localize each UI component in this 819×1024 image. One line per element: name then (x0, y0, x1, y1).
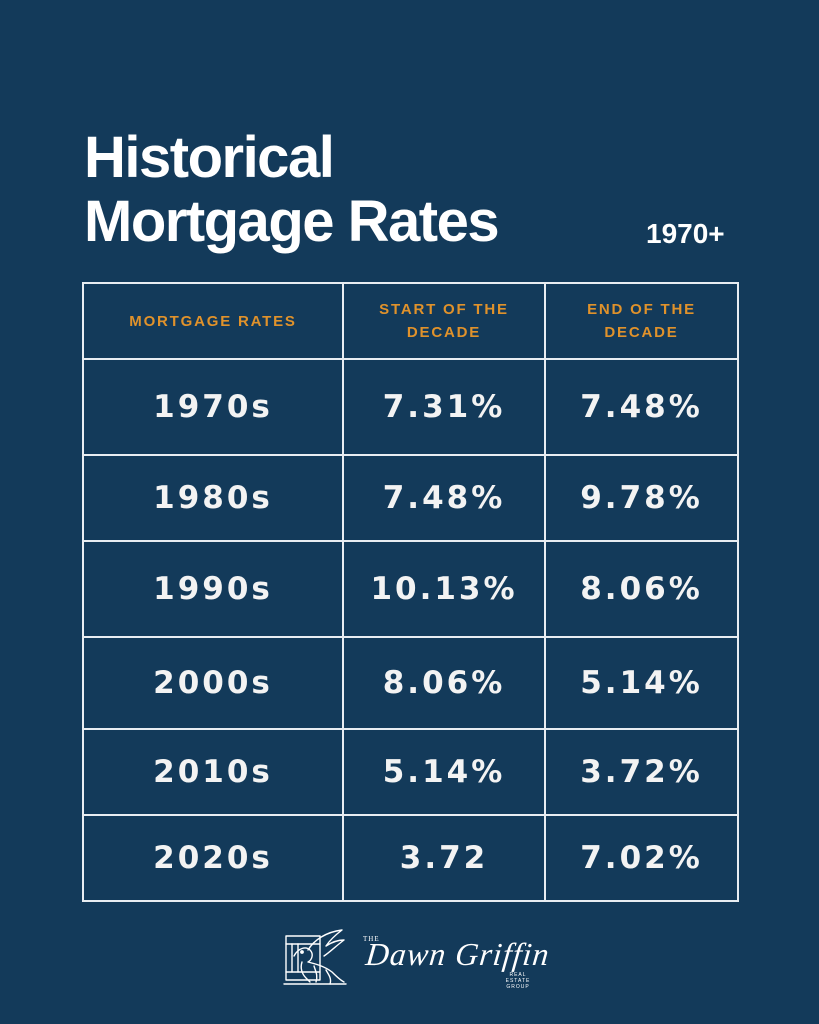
start-rate-cell: 5.14% (342, 728, 546, 816)
table-header-row: MORTGAGE RATES START OF THE DECADE END O… (82, 282, 739, 360)
brand-sub-line-2: GROUP (506, 984, 530, 990)
decade-cell: 2000s (82, 636, 344, 730)
header-end-of-decade: END OF THE DECADE (544, 282, 739, 360)
griffin-icon (283, 929, 347, 985)
brand-logo: THE Dawn Griffin REAL ESTATE GROUP (280, 926, 552, 990)
page-title: Historical Mortgage Rates (84, 125, 500, 254)
header-mortgage-rates: MORTGAGE RATES (82, 282, 344, 360)
end-rate-cell: 9.78% (544, 454, 739, 542)
end-rate-cell: 5.14% (544, 636, 739, 730)
start-rate-cell: 3.72 (342, 814, 546, 902)
header-start-line-1: START OF THE (379, 301, 509, 318)
decade-cell: 1990s (82, 540, 344, 638)
table-row: 2000s 8.06% 5.14% (82, 636, 739, 730)
decade-cell: 1970s (82, 358, 344, 456)
table-row: 1980s 7.48% 9.78% (82, 454, 739, 542)
brand-subtitle: REAL ESTATE GROUP (498, 972, 538, 990)
table-row: 1990s 10.13% 8.06% (82, 540, 739, 638)
start-rate-cell: 10.13% (342, 540, 546, 638)
end-rate-cell: 7.02% (544, 814, 739, 902)
end-rate-cell: 7.48% (544, 358, 739, 456)
end-rate-cell: 3.72% (544, 728, 739, 816)
decade-cell: 2010s (82, 728, 344, 816)
brand-sub-line-1: REAL ESTATE (505, 972, 531, 984)
mortgage-rates-table: MORTGAGE RATES START OF THE DECADE END O… (82, 282, 739, 902)
brand-name: Dawn Griffin (364, 936, 552, 972)
era-label: 1970+ (646, 218, 725, 249)
start-rate-cell: 7.48% (342, 454, 546, 542)
start-rate-cell: 8.06% (342, 636, 546, 730)
table-row: 2020s 3.72 7.02% (82, 814, 739, 902)
title-line-2: Mortgage Rates (84, 189, 500, 254)
brand-the: THE (363, 935, 380, 943)
title-line-1: Historical (84, 125, 335, 190)
decade-cell: 2020s (82, 814, 344, 902)
table-row: 2010s 5.14% 3.72% (82, 728, 739, 816)
decade-cell: 1980s (82, 454, 344, 542)
start-rate-cell: 7.31% (342, 358, 546, 456)
end-rate-cell: 8.06% (544, 540, 739, 638)
table-row: 1970s 7.31% 7.48% (82, 358, 739, 456)
header-end-line-1: END OF THE (587, 301, 696, 318)
header-start-line-2: DECADE (406, 324, 482, 341)
header-start-of-decade: START OF THE DECADE (342, 282, 546, 360)
header-end-line-2: DECADE (604, 324, 679, 341)
